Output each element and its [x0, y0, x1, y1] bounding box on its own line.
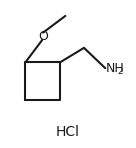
Text: HCl: HCl — [56, 125, 80, 139]
Text: O: O — [38, 30, 48, 43]
Text: 2: 2 — [117, 67, 123, 76]
Text: NH: NH — [106, 62, 125, 75]
